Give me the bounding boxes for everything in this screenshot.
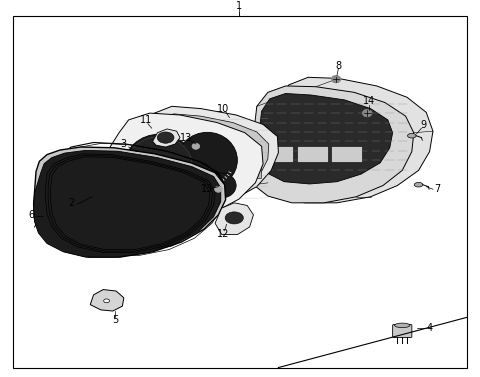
Polygon shape xyxy=(90,290,124,311)
Ellipse shape xyxy=(207,173,236,198)
Text: 14: 14 xyxy=(362,96,375,106)
Bar xyxy=(297,146,328,162)
Text: 13: 13 xyxy=(180,133,192,143)
Polygon shape xyxy=(258,93,393,184)
Ellipse shape xyxy=(123,175,154,201)
Bar xyxy=(262,146,293,162)
Text: 10: 10 xyxy=(217,104,229,113)
Ellipse shape xyxy=(414,182,423,187)
Bar xyxy=(234,162,261,178)
Ellipse shape xyxy=(157,132,174,143)
Text: 2: 2 xyxy=(68,198,74,208)
Ellipse shape xyxy=(395,323,410,328)
Circle shape xyxy=(192,143,200,149)
Polygon shape xyxy=(118,106,278,207)
Bar xyxy=(201,156,229,174)
Ellipse shape xyxy=(126,136,192,197)
Ellipse shape xyxy=(408,133,416,138)
Circle shape xyxy=(362,109,372,117)
Text: 11: 11 xyxy=(140,115,153,125)
Text: 1: 1 xyxy=(236,1,242,11)
Text: 7: 7 xyxy=(434,184,441,194)
Polygon shape xyxy=(263,77,433,203)
Ellipse shape xyxy=(124,134,195,199)
Text: 4: 4 xyxy=(427,323,432,333)
Ellipse shape xyxy=(104,299,109,303)
Text: 3: 3 xyxy=(121,139,127,149)
Circle shape xyxy=(215,186,222,192)
Text: 5: 5 xyxy=(112,315,119,325)
Polygon shape xyxy=(215,203,253,234)
Text: 6: 6 xyxy=(28,210,34,220)
Polygon shape xyxy=(100,113,263,219)
Polygon shape xyxy=(34,147,226,257)
Text: 12: 12 xyxy=(217,230,229,239)
Ellipse shape xyxy=(177,132,238,188)
Text: 13: 13 xyxy=(201,184,214,194)
Polygon shape xyxy=(34,150,221,257)
Circle shape xyxy=(331,75,341,83)
Polygon shape xyxy=(249,86,414,203)
Bar xyxy=(133,156,162,174)
Polygon shape xyxy=(153,129,180,147)
Text: 9: 9 xyxy=(420,120,426,130)
FancyBboxPatch shape xyxy=(393,325,412,337)
Polygon shape xyxy=(39,214,59,227)
Bar xyxy=(167,156,196,174)
Polygon shape xyxy=(119,114,269,204)
Text: 8: 8 xyxy=(336,61,341,71)
Bar xyxy=(331,146,362,162)
Ellipse shape xyxy=(225,212,243,224)
